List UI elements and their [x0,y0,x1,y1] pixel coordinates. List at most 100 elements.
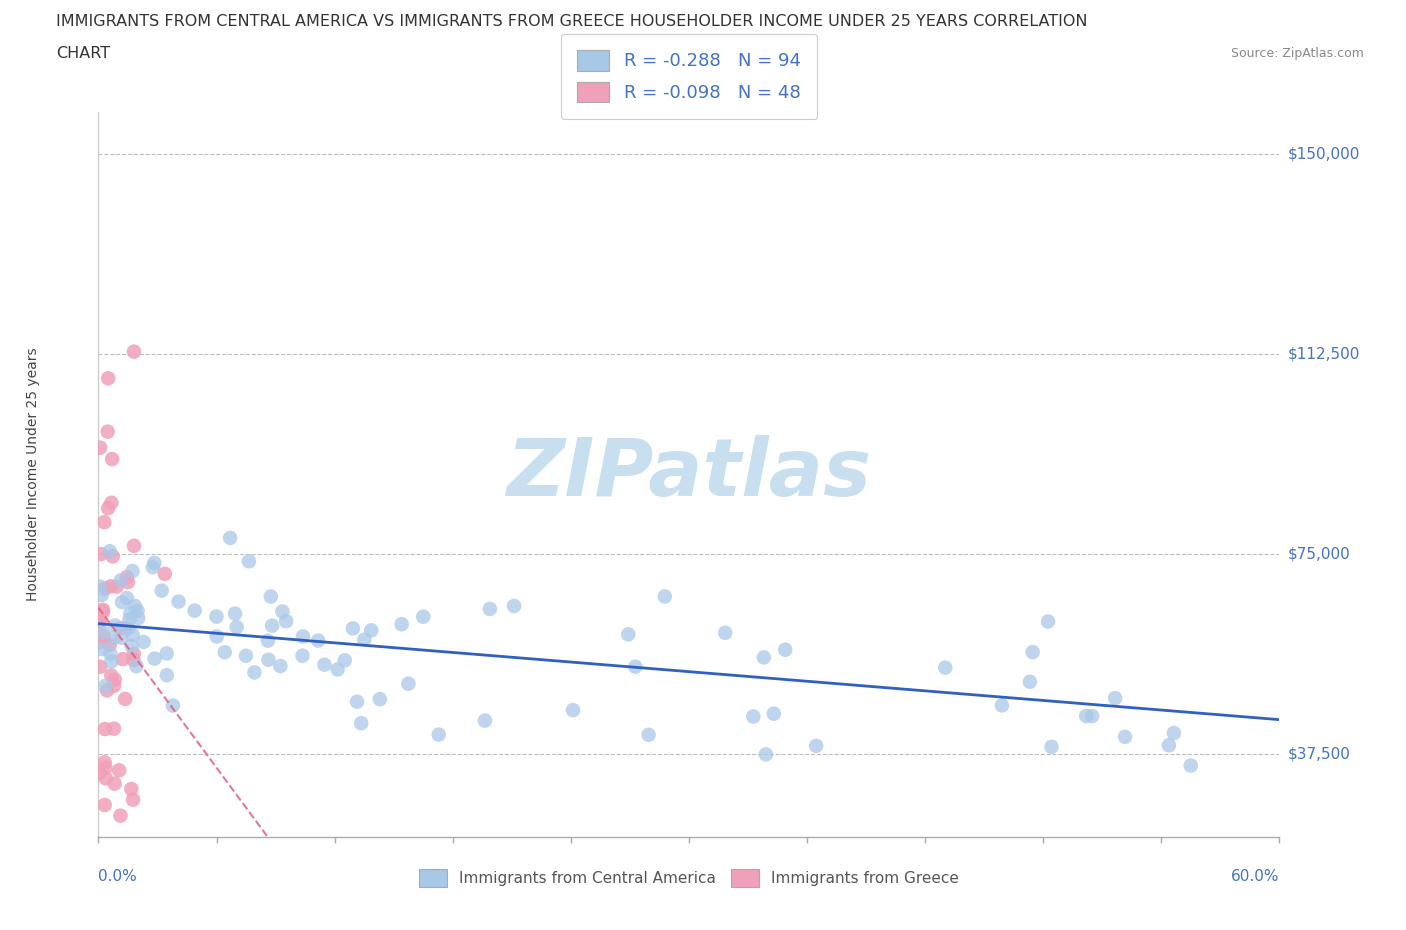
Point [93,514,115,529]
Point [156,646,179,661]
Text: CHART: CHART [56,46,110,61]
Point [474,713,496,728]
Point [183,604,205,618]
Point [291,648,314,663]
Point [762,706,785,721]
Point [1076,709,1098,724]
Point [360,623,382,638]
Text: 0.0%: 0.0% [98,869,138,884]
Point [269,658,291,673]
Point [111,594,134,609]
Point [346,695,368,710]
Point [93,798,115,813]
Point [90,547,112,562]
Point [117,621,139,636]
Point [991,698,1014,712]
Text: $75,000: $75,000 [1288,547,1350,562]
Text: $37,500: $37,500 [1288,747,1350,762]
Point [150,583,173,598]
Point [115,620,138,635]
Point [1180,758,1202,773]
Point [93,755,115,770]
Point [89,579,111,594]
Point [98,544,121,559]
Point [276,614,298,629]
Point [115,591,138,605]
Point [391,617,413,631]
Point [122,344,145,359]
Point [93,581,115,596]
Text: IMMIGRANTS FROM CENTRAL AMERICA VS IMMIGRANTS FROM GREECE HOUSEHOLDER INCOME UND: IMMIGRANTS FROM CENTRAL AMERICA VS IMMIG… [56,14,1088,29]
Point [714,625,737,640]
Point [98,646,121,661]
Point [111,652,134,667]
Point [97,500,120,515]
Point [167,594,190,609]
Text: ZIPatlas: ZIPatlas [506,435,872,513]
Text: Source: ZipAtlas.com: Source: ZipAtlas.com [1230,46,1364,60]
Point [110,631,132,645]
Point [103,721,125,736]
Text: $150,000: $150,000 [1288,147,1360,162]
Point [804,738,827,753]
Point [257,633,280,648]
Point [110,621,132,636]
Point [89,615,111,630]
Point [333,653,356,668]
Point [110,573,132,588]
Point [103,678,125,693]
Point [91,642,114,657]
Point [350,716,373,731]
Point [121,564,143,578]
Point [755,747,778,762]
Point [1081,709,1104,724]
Point [115,570,138,585]
Point [238,554,260,569]
Point [368,692,391,707]
Point [205,629,228,644]
Point [104,672,127,687]
Point [225,619,247,634]
Point [1104,691,1126,706]
Point [100,654,122,669]
Point [162,698,184,713]
Point [89,635,111,650]
Point [114,692,136,707]
Point [125,658,148,673]
Point [478,602,501,617]
Point [90,588,112,603]
Point [104,618,127,633]
Point [96,683,118,698]
Point [98,637,121,652]
Point [235,648,257,663]
Point [120,606,142,621]
Point [91,625,114,640]
Point [122,538,145,553]
Point [143,651,166,666]
Point [122,653,145,668]
Text: 60.0%: 60.0% [1232,869,1279,884]
Point [427,727,450,742]
Point [1114,729,1136,744]
Point [124,598,146,613]
Point [617,627,640,642]
Point [205,609,228,624]
Point [260,589,283,604]
Point [934,660,956,675]
Point [1163,725,1185,740]
Point [94,678,117,693]
Point [94,771,117,786]
Point [143,555,166,570]
Point [224,606,246,621]
Point [105,579,128,594]
Point [342,621,364,636]
Point [122,646,145,661]
Point [110,808,132,823]
Point [97,371,120,386]
Point [153,566,176,581]
Point [91,603,114,618]
Point [353,632,375,647]
Point [91,604,114,619]
Point [97,424,120,439]
Point [108,763,131,777]
